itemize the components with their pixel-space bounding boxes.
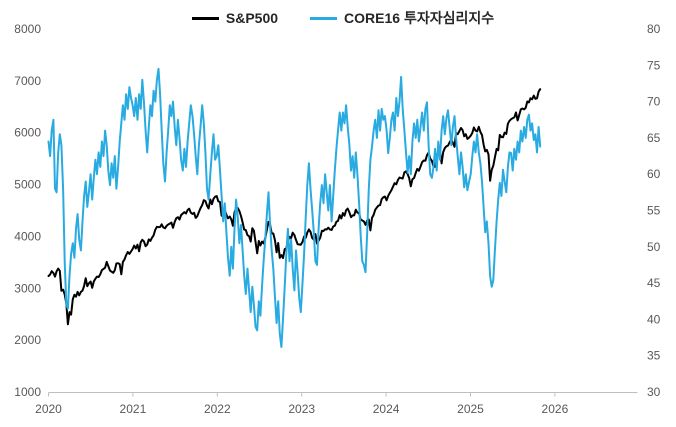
- x-axis-label: 2024: [373, 402, 400, 416]
- y-right-label: 45: [647, 276, 661, 290]
- chart-legend: S&P500 CORE16 투자자심리지수: [49, 8, 637, 28]
- x-axis-label: 2026: [542, 402, 569, 416]
- sp500-line: [47, 88, 542, 326]
- y-right-label: 35: [647, 349, 661, 363]
- x-axis-label: 2025: [457, 402, 484, 416]
- x-axis-label: 2023: [288, 402, 315, 416]
- y-left-label: 7000: [14, 74, 41, 88]
- y-right-label: 80: [647, 22, 661, 36]
- y-left-label: 5000: [14, 178, 41, 192]
- sp500-line-swatch: [191, 16, 219, 20]
- y-left-label: 8000: [14, 22, 41, 36]
- core16-line-swatch: [310, 16, 338, 20]
- core16-line: [47, 67, 542, 348]
- y-right-label: 55: [647, 204, 661, 218]
- y-left-label: 3000: [14, 281, 41, 295]
- legend-label-core16: CORE16 투자자심리지수: [344, 10, 495, 26]
- legend-label-sp500: S&P500: [225, 10, 279, 26]
- legend-item-core16: CORE16 투자자심리지수: [310, 8, 494, 28]
- y-right-label: 30: [647, 385, 661, 399]
- x-axis-label: 2021: [120, 402, 147, 416]
- y-left-label: 1000: [14, 385, 41, 399]
- y-right-label: 40: [647, 312, 661, 326]
- y-right-label: 75: [647, 58, 661, 72]
- y-right-label: 70: [647, 95, 661, 109]
- y-left-label: 2000: [14, 333, 41, 347]
- y-right-label: 65: [647, 131, 661, 145]
- y-right-label: 60: [647, 167, 661, 181]
- x-axis-label: 2022: [204, 402, 231, 416]
- y-right-label: 50: [647, 240, 661, 254]
- x-axis-label: 2020: [35, 402, 62, 416]
- y-left-label: 6000: [14, 126, 41, 140]
- y-left-label: 4000: [14, 229, 41, 243]
- legend-item-sp500: S&P500: [191, 10, 279, 26]
